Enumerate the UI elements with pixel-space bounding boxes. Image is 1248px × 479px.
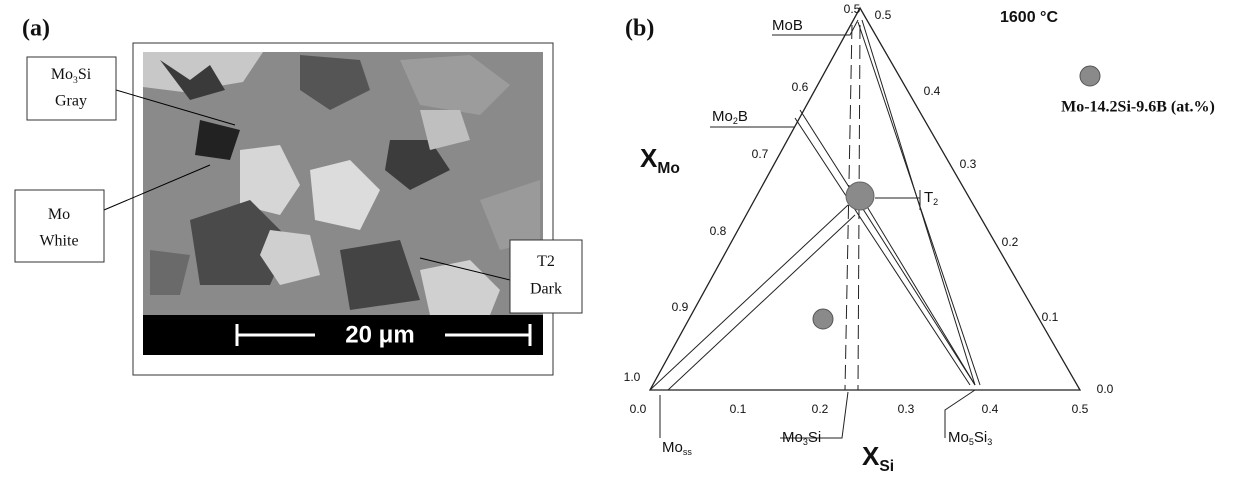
legend-label: Mo-14.2Si-9.6B (at.%) <box>1061 99 1215 116</box>
right-tick-label: 0.0 <box>1097 382 1114 396</box>
bottom-tick-label: 0.3 <box>898 402 915 416</box>
left-tick-label: 0.7 <box>752 147 769 161</box>
axis-label-part: X <box>862 441 880 471</box>
left-tick-label: 0.5 <box>844 2 861 16</box>
left-tick-label: 0.6 <box>792 80 809 94</box>
axis-label-sub: Mo <box>657 160 680 177</box>
phase-label: Mo3Si <box>782 429 821 447</box>
scale-bar-label: 20 μm <box>345 321 414 348</box>
phase-label-part: B <box>738 108 748 125</box>
alloy-composition <box>813 309 833 329</box>
legend-marker <box>1080 66 1100 86</box>
micrograph <box>143 52 543 355</box>
phase-label-part: Mo <box>782 429 803 446</box>
callout-contrast: White <box>39 233 78 250</box>
callout-phase-part: Si <box>78 66 92 83</box>
right-tick-label: 0.1 <box>1042 310 1059 324</box>
left-tick-label: 0.8 <box>710 224 727 238</box>
callout-box <box>510 240 582 313</box>
right-tick-label: 0.3 <box>960 157 977 171</box>
bottom-tick-label: 0.5 <box>1072 402 1089 416</box>
figure: (a) 20 μm Mo3SiGrayMoWhiteT2Dark (b) 160… <box>0 0 1248 479</box>
right-tick-label: 0.4 <box>924 84 941 98</box>
callout-phase-part: T2 <box>537 253 555 270</box>
right-tick-label: 0.2 <box>1002 235 1019 249</box>
callout-phase: T2 <box>537 253 555 270</box>
phase-label-part: Mo <box>948 429 969 446</box>
phase-label: Mo5Si3 <box>948 429 992 447</box>
axis-label: XSi <box>862 441 894 475</box>
bottom-tick-label: 0.0 <box>630 402 647 416</box>
bottom-tick-label: 0.1 <box>730 402 747 416</box>
phase-label-part: Si <box>808 429 821 446</box>
axis-label-part: X <box>640 143 658 173</box>
bottom-tick-label: 0.2 <box>812 402 829 416</box>
bottom-tick-label: 0.4 <box>982 402 999 416</box>
left-tick-label: 0.9 <box>672 300 689 314</box>
phase-label-part: T <box>924 189 933 206</box>
left-tick-label: 1.0 <box>624 370 641 384</box>
phase-label: Mo2B <box>712 108 748 126</box>
panel-label: (b) <box>625 16 654 42</box>
callout-contrast: Gray <box>55 93 87 110</box>
phase-label: MoB <box>772 17 803 34</box>
axis-label-sub: Si <box>879 458 894 475</box>
temperature: 1600 °C <box>1000 9 1058 26</box>
callout-phase-part: Mo <box>51 66 73 83</box>
phase-label-sub: 3 <box>987 437 992 447</box>
phase-label-sub: 2 <box>933 197 938 207</box>
callout-box <box>15 190 104 262</box>
phase-label-part: Si <box>974 429 987 446</box>
panel-label: (a) <box>22 16 50 42</box>
phase-label-part: Mo <box>712 108 733 125</box>
callout-phase-part: Mo <box>48 206 70 223</box>
callout-phase: Mo <box>48 206 70 223</box>
right-tick-label: 0.5 <box>875 8 892 22</box>
phase-label-part: MoB <box>772 17 803 34</box>
phase-label: T2 <box>924 189 938 207</box>
phase-label: Moss <box>662 439 692 457</box>
callout-contrast: Dark <box>530 281 562 298</box>
t2-region <box>846 182 874 210</box>
axis-label: XMo <box>640 143 680 177</box>
phase-label-sub: ss <box>683 447 693 457</box>
phase-label-part: Mo <box>662 439 683 456</box>
